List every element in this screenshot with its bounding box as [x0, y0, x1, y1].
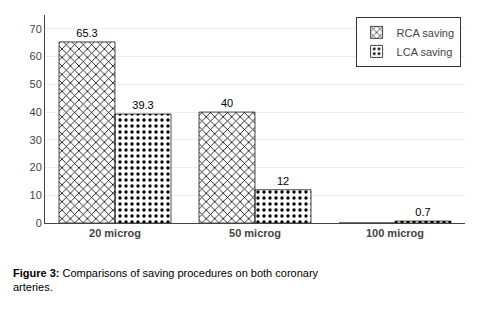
svg-text:10: 10 [30, 189, 42, 201]
svg-text:LCA saving: LCA saving [397, 46, 453, 58]
svg-text:30: 30 [30, 134, 42, 146]
svg-text:50 microg: 50 microg [229, 227, 281, 239]
svg-text:65.3: 65.3 [76, 27, 97, 39]
svg-text:40: 40 [30, 106, 42, 118]
svg-text:RCA saving: RCA saving [397, 27, 454, 39]
svg-text:39.3: 39.3 [132, 99, 153, 111]
svg-text:60: 60 [30, 50, 42, 62]
svg-text:0.7: 0.7 [415, 206, 430, 218]
svg-text:0: 0 [36, 217, 42, 229]
svg-text:40: 40 [221, 97, 233, 109]
svg-text:Figure 3: Comparisons of savin: Figure 3: Comparisons of saving procedur… [13, 267, 319, 293]
svg-text:20: 20 [30, 161, 42, 173]
svg-text:20 microg: 20 microg [89, 227, 141, 239]
svg-text:12: 12 [277, 175, 289, 187]
svg-text:70: 70 [30, 23, 42, 35]
svg-text:50: 50 [30, 78, 42, 90]
svg-text:100 microg: 100 microg [366, 227, 424, 239]
